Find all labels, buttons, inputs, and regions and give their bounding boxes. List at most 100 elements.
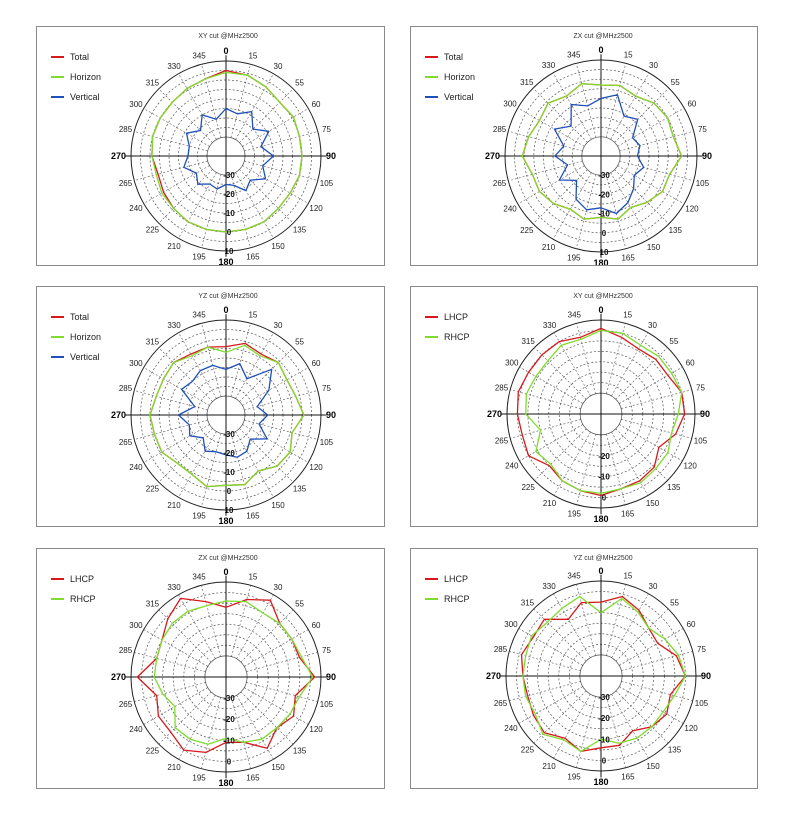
angle-label: 210 bbox=[167, 242, 181, 251]
grid-spoke bbox=[518, 686, 583, 724]
grid-spoke bbox=[553, 332, 591, 397]
angle-label: 30 bbox=[274, 321, 283, 330]
chart-panel-5: ZX cut @MHz2500 0 15 30 55 60 75 90 105 120 135 150… bbox=[36, 548, 385, 789]
polar-chart: ZX cut @MHz2500 0 15 30 55 60 75 90 105 120 135 150… bbox=[425, 33, 712, 265]
grid-spoke bbox=[509, 651, 581, 671]
angle-label: 165 bbox=[621, 253, 635, 262]
grid-spoke bbox=[615, 690, 669, 744]
angle-label: 270 bbox=[487, 409, 502, 419]
series-line-vertical bbox=[177, 362, 273, 458]
angle-label: 165 bbox=[621, 509, 635, 518]
grid-spoke bbox=[617, 107, 685, 147]
angle-label: 60 bbox=[686, 359, 695, 368]
legend-label: Vertical bbox=[70, 92, 100, 102]
grid-spoke bbox=[178, 594, 216, 659]
chart-panel-6: YZ cut @MHz2500 0 15 30 55 60 75 90 105 120 135 150… bbox=[410, 548, 758, 789]
angle-label: 225 bbox=[146, 226, 160, 235]
angle-label: 90 bbox=[326, 672, 336, 682]
legend-label: RHCP bbox=[444, 332, 470, 342]
angle-label: 225 bbox=[520, 226, 534, 235]
angle-label: 55 bbox=[670, 598, 679, 607]
angle-label: 75 bbox=[698, 125, 707, 134]
radial-tick-label: 0 bbox=[227, 487, 232, 496]
radial-tick-label: -30 bbox=[223, 694, 235, 703]
series-line-vertical bbox=[553, 94, 645, 215]
grid-spoke bbox=[553, 593, 591, 658]
angle-label: 75 bbox=[696, 383, 705, 392]
radial-tick-label: -20 bbox=[223, 715, 235, 724]
angle-label: 265 bbox=[119, 179, 133, 188]
grid-spoke bbox=[230, 323, 251, 397]
grid-spoke bbox=[244, 687, 309, 725]
grid-spoke bbox=[235, 172, 274, 239]
grid-spoke bbox=[611, 694, 649, 759]
angle-label: 300 bbox=[504, 620, 518, 629]
angle-label: 30 bbox=[649, 582, 658, 591]
angle-label: 120 bbox=[685, 205, 699, 214]
series-line-vertical bbox=[183, 107, 275, 192]
grid-spoke bbox=[134, 390, 208, 411]
legend-label: LHCP bbox=[70, 574, 94, 584]
angle-label: 180 bbox=[218, 257, 233, 265]
radial-tick-label: 10 bbox=[225, 506, 234, 515]
angle-label: 285 bbox=[494, 645, 508, 654]
grid-spoke bbox=[230, 64, 251, 138]
angle-label: 195 bbox=[192, 773, 206, 782]
grid-spoke bbox=[239, 347, 294, 402]
angle-label: 165 bbox=[621, 772, 635, 781]
angle-label: 210 bbox=[542, 762, 556, 771]
polar-chart: ZX cut @MHz2500 0 15 30 55 60 75 90 105 120 135 150… bbox=[51, 555, 336, 788]
grid-spoke bbox=[618, 424, 683, 462]
angle-label: 270 bbox=[486, 671, 501, 681]
chart-panel-4: XY cut @MHz2500 0 15 30 55 60 75 90 105 120 135 150… bbox=[410, 286, 758, 527]
grid-spoke bbox=[246, 652, 318, 672]
angle-label: 105 bbox=[696, 179, 710, 188]
angle-label: 135 bbox=[668, 746, 682, 755]
chart-title: XY cut @MHz2500 bbox=[198, 33, 258, 40]
polar-chart: YZ cut @MHz2500 0 15 30 55 60 75 90 105 120 135 150… bbox=[51, 293, 336, 526]
grid-spoke bbox=[143, 687, 208, 725]
angle-label: 120 bbox=[684, 462, 698, 471]
grid-spoke bbox=[235, 73, 274, 140]
grid-spoke bbox=[158, 169, 213, 224]
grid-spoke bbox=[517, 165, 585, 205]
angle-label: 30 bbox=[649, 61, 658, 70]
grid-spoke bbox=[240, 609, 294, 663]
legend-label: Total bbox=[444, 52, 463, 62]
series-line-lhcp bbox=[516, 327, 686, 497]
grid-spoke bbox=[178, 73, 217, 140]
grid-spoke bbox=[611, 593, 649, 658]
angle-label: 240 bbox=[505, 462, 519, 471]
angle-label: 55 bbox=[671, 78, 680, 87]
radial-tick-label: 0 bbox=[227, 228, 232, 237]
legend-label: Horizon bbox=[70, 332, 101, 342]
grid-spoke bbox=[143, 629, 208, 667]
radial-tick-label: -20 bbox=[223, 190, 235, 199]
grid-spoke bbox=[244, 390, 318, 411]
grid-spoke bbox=[134, 652, 206, 672]
angle-label: 60 bbox=[687, 620, 696, 629]
grid-spoke bbox=[606, 696, 626, 768]
angle-label: 270 bbox=[111, 410, 126, 420]
angle-label: 150 bbox=[646, 499, 660, 508]
grid-spoke bbox=[201, 64, 222, 138]
grid-spoke bbox=[201, 697, 221, 769]
grid-spoke bbox=[605, 63, 627, 138]
chart-panel-1: XY cut @MHz2500 0 15 30 55 60 75 90 105 120 135 150… bbox=[36, 26, 385, 266]
angle-label: 165 bbox=[246, 252, 260, 261]
grid-spoke bbox=[508, 160, 583, 182]
angle-label: 210 bbox=[542, 243, 556, 252]
grid-spoke bbox=[239, 428, 294, 483]
radial-tick-label: -20 bbox=[598, 190, 610, 199]
angle-label: 150 bbox=[646, 762, 660, 771]
radial-tick-label: 10 bbox=[225, 247, 234, 256]
angle-label: 345 bbox=[568, 311, 582, 320]
chart-title: ZX cut @MHz2500 bbox=[198, 555, 257, 562]
angle-label: 150 bbox=[271, 242, 285, 251]
angle-label: 0 bbox=[223, 567, 228, 577]
legend-label: RHCP bbox=[70, 594, 96, 604]
grid-spoke bbox=[533, 608, 587, 662]
angle-label: 60 bbox=[312, 100, 321, 109]
angle-label: 225 bbox=[146, 747, 160, 756]
grid-spoke bbox=[158, 347, 213, 402]
